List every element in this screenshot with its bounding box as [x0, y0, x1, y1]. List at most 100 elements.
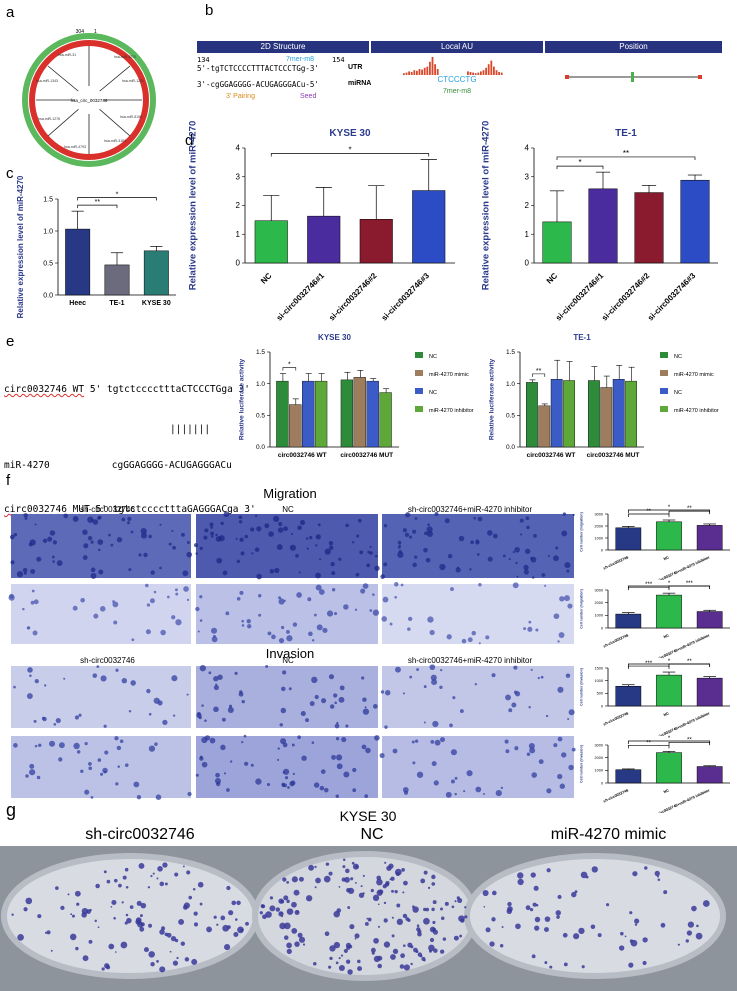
colony: [410, 962, 413, 966]
wt-seq: 5' tgtctcccctttaCTCCCTGga 3': [89, 384, 250, 395]
y-tick-label: 1500: [595, 666, 603, 670]
colony: [642, 937, 648, 943]
colony: [482, 890, 489, 897]
colony: [69, 933, 77, 941]
colony: [111, 899, 117, 906]
x-tick-label: sh-circ0032746: [603, 788, 629, 803]
colony: [412, 906, 419, 913]
au-bar: [498, 72, 500, 75]
colony: [563, 962, 568, 967]
colony: [606, 903, 610, 907]
colony: [283, 935, 289, 940]
colony: [176, 956, 179, 960]
bar: [359, 219, 393, 264]
colony: [440, 916, 445, 921]
x-tick-label: NC: [545, 271, 560, 286]
colony: [74, 890, 81, 897]
colony: [23, 907, 28, 912]
colony: [152, 872, 155, 875]
au-bar: [408, 71, 410, 75]
colony: [282, 877, 287, 882]
colony: [157, 866, 163, 872]
x-tick-label: sh-circ0032746+miR-4270 inhibitor: [652, 788, 711, 813]
colony: [143, 947, 149, 953]
colony: [283, 895, 289, 901]
g-group-label: NC: [360, 826, 384, 843]
colony: [656, 875, 660, 878]
colony: [302, 943, 306, 946]
au-bar: [487, 64, 490, 75]
y-axis-label: Relative expression level of miR-4270: [481, 121, 492, 291]
micrograph: [382, 666, 574, 728]
x-tick-label: NC: [663, 788, 670, 794]
au-bars: [403, 57, 503, 75]
colony: [156, 877, 159, 880]
colony: [227, 925, 231, 929]
bar: [634, 192, 664, 264]
colony: [95, 883, 100, 889]
x-tick-label: circ0032746 MUT: [587, 452, 640, 459]
panel-label-g: g: [6, 800, 17, 820]
y-tick-label: 0.5: [256, 413, 265, 420]
colony: [597, 933, 602, 938]
sig-bracket: [77, 197, 157, 201]
colony: [352, 863, 359, 870]
colony: [391, 916, 394, 919]
sig-label: **: [95, 199, 101, 206]
x-tick-label: sh-circ0032746: [603, 711, 629, 726]
colony: [590, 924, 596, 930]
x-tick-label: si-circ0032746#2: [327, 271, 379, 323]
colony: [464, 906, 467, 909]
colony: [345, 942, 352, 948]
colony: [245, 921, 249, 926]
mir-label: miR-4270: [4, 460, 50, 471]
colony: [377, 903, 380, 906]
colony: [226, 885, 231, 891]
colony: [113, 878, 118, 883]
colony: [630, 939, 638, 947]
colony: [224, 944, 231, 951]
bar: [696, 766, 723, 784]
legend-label: miR-4270 inhibitor: [429, 408, 474, 414]
sig-bracket: [627, 740, 711, 744]
pos-start: 134: [197, 56, 210, 64]
au-bar: [490, 60, 493, 75]
local-au-plot: CTCCCTG 7mer-m8: [403, 57, 503, 95]
panel-label-c: c: [6, 165, 14, 182]
colony: [654, 870, 660, 877]
f-group-label: NC: [282, 505, 294, 514]
micrograph: [11, 584, 191, 644]
colony: [431, 882, 436, 886]
colony: [345, 868, 350, 874]
colony: [400, 953, 405, 959]
colony: [423, 907, 427, 912]
colony: [164, 932, 169, 937]
colony: [544, 927, 549, 932]
colony: [335, 961, 339, 965]
colony: [419, 954, 423, 958]
position-plot: [565, 72, 702, 82]
colony: [372, 894, 380, 902]
colony: [530, 872, 536, 878]
bar: [615, 685, 642, 707]
colony: [328, 871, 333, 876]
sig-bracket: [627, 744, 670, 749]
colony: [147, 886, 151, 889]
y-tick-label: 1: [236, 230, 241, 239]
colony: [373, 937, 379, 944]
chart-c: 0.0 0.5 1.0 1.5 Relative expression level of…: [16, 175, 176, 318]
colony: [354, 937, 357, 940]
x-tick-label: si-circ0032746#2: [600, 271, 652, 323]
y-tick-label: 3000: [595, 743, 603, 747]
colony: [580, 871, 588, 879]
colony: [562, 932, 568, 938]
colony: [140, 902, 147, 909]
colony: [489, 941, 495, 947]
colony: [139, 926, 145, 932]
migration-title: Migration: [263, 486, 317, 501]
y-axis-label: Cell number (invasion): [580, 745, 584, 783]
colony: [354, 881, 357, 884]
au-bar: [467, 71, 469, 75]
chart-title: KYSE 30: [657, 502, 682, 504]
colony: [170, 936, 177, 942]
